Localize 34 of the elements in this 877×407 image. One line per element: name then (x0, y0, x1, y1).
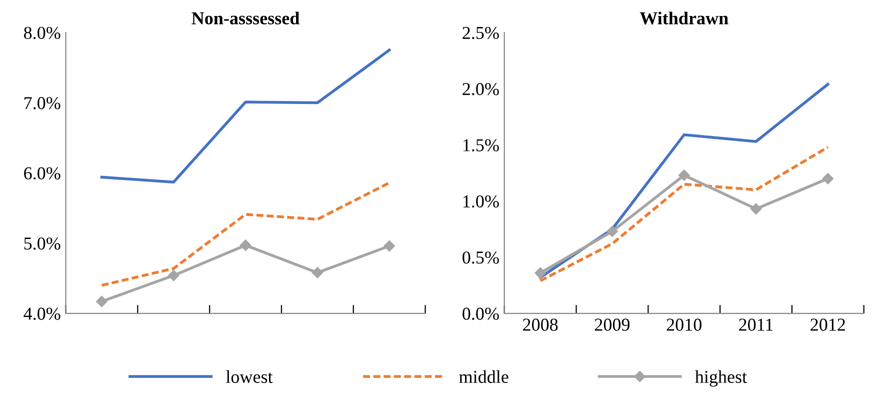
point (606, 226, 618, 237)
line-series (100, 48, 391, 184)
y-tick-label: 5.0% (24, 237, 60, 250)
point (678, 170, 690, 181)
line-series (538, 146, 830, 282)
point (384, 240, 395, 252)
point (312, 267, 324, 278)
y-tick-label: 1.5% (463, 139, 499, 152)
x-tick-label: 2010 (666, 318, 702, 331)
point (96, 296, 108, 308)
y-tick-label: 7.0% (24, 97, 60, 110)
y-tick-label: 2.5% (462, 26, 499, 40)
point (822, 172, 834, 184)
point (168, 270, 180, 282)
x-tick-label: 2011 (739, 318, 773, 331)
y-tick-label: 8.0% (24, 26, 60, 40)
y-tick-label: 1.0% (463, 195, 499, 208)
legend-label: middle (459, 370, 508, 383)
y-tick-label: 0.0% (462, 308, 499, 320)
line-series (100, 181, 391, 287)
point (534, 267, 546, 279)
point (240, 240, 252, 251)
x-tick-label: 2009 (594, 318, 630, 331)
chart-title: Withdrawn (640, 12, 728, 24)
x-tick-label: 2012 (810, 318, 845, 331)
y-tick-label: 2.0% (462, 82, 499, 96)
y-tick-label: 4.0% (24, 308, 60, 320)
legend-label: lowest (226, 370, 273, 383)
chart-title: Non-asssessed (192, 12, 300, 24)
y-tick-label: 0.5% (462, 251, 499, 264)
x-tick-label: 2008 (523, 318, 558, 331)
point (750, 203, 762, 215)
legend-label: highest (695, 370, 747, 387)
y-tick-label: 6.0% (24, 167, 60, 180)
